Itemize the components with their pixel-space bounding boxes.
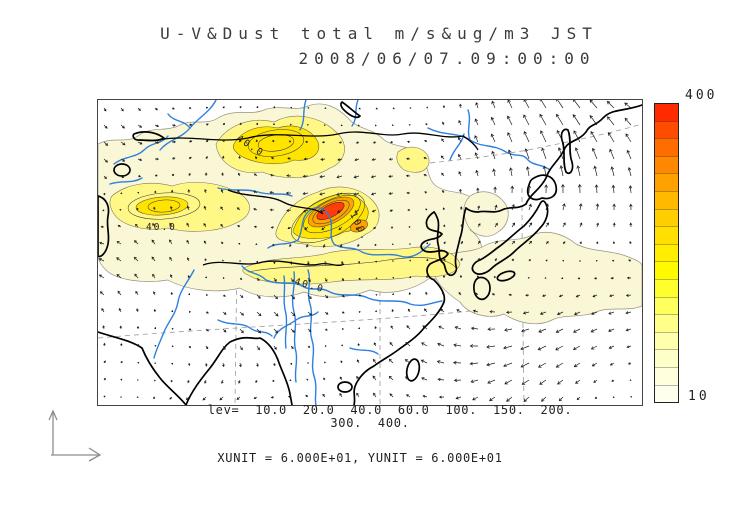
wind-vectors [98, 100, 633, 402]
coastlines [98, 101, 642, 405]
contour-levels-line1: lev= 10.0 20.0 40.0 60.0 100. 150. 200. [207, 403, 573, 417]
axis-reference-arrows [48, 409, 102, 462]
colorbar-min-label: 10 [688, 389, 710, 404]
colorbar [654, 103, 679, 403]
plot-title: U-V&Dust total m/s&ug/m3 JST [160, 24, 598, 43]
colorbar-bands [655, 104, 678, 403]
xunit-yunit-label: XUNIT = 6.000E+01, YUNIT = 6.000E+01 [217, 451, 503, 465]
dust-map: 40.0 40.0 40.0 100. [97, 99, 643, 406]
plot-timestamp: 2008/06/07.09:00:00 [298, 49, 596, 68]
contour-label: 40.0 [146, 222, 177, 233]
rivers [109, 100, 551, 405]
colorbar-max-label: 400 [685, 88, 718, 103]
contour-levels-line2: 300. 400. [330, 416, 410, 430]
